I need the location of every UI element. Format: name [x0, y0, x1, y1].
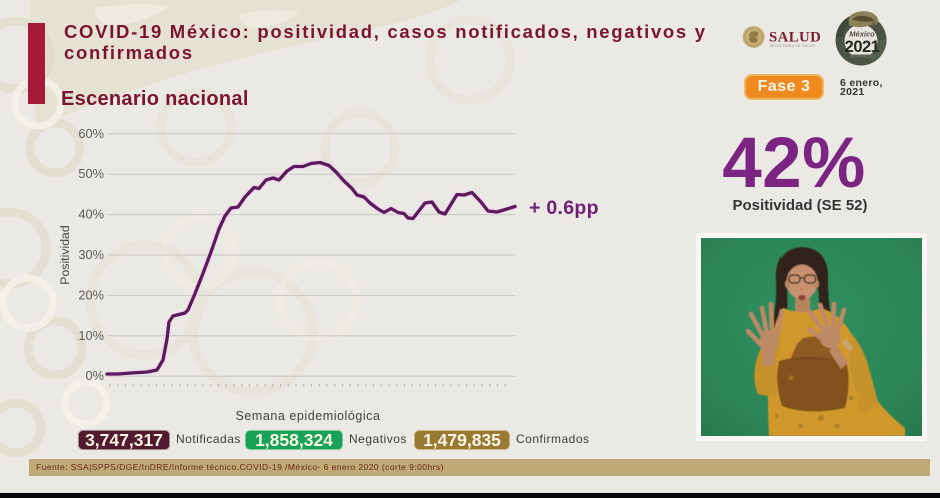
svg-text:SECRETARÍA DE SALUD: SECRETARÍA DE SALUD [770, 44, 816, 48]
svg-text:2021: 2021 [845, 38, 880, 56]
svg-text:40%: 40% [78, 207, 104, 222]
svg-text:60%: 60% [78, 126, 104, 141]
svg-text:10%: 10% [78, 328, 104, 343]
svg-text:SALUD: SALUD [769, 30, 821, 46]
svg-text:50%: 50% [78, 166, 104, 181]
svg-text:30%: 30% [78, 247, 104, 262]
svg-text:México: México [849, 30, 875, 39]
svg-text:20%: 20% [78, 287, 104, 302]
svg-text:0%: 0% [86, 368, 105, 383]
svg-text:Positividad: Positividad [58, 225, 72, 285]
